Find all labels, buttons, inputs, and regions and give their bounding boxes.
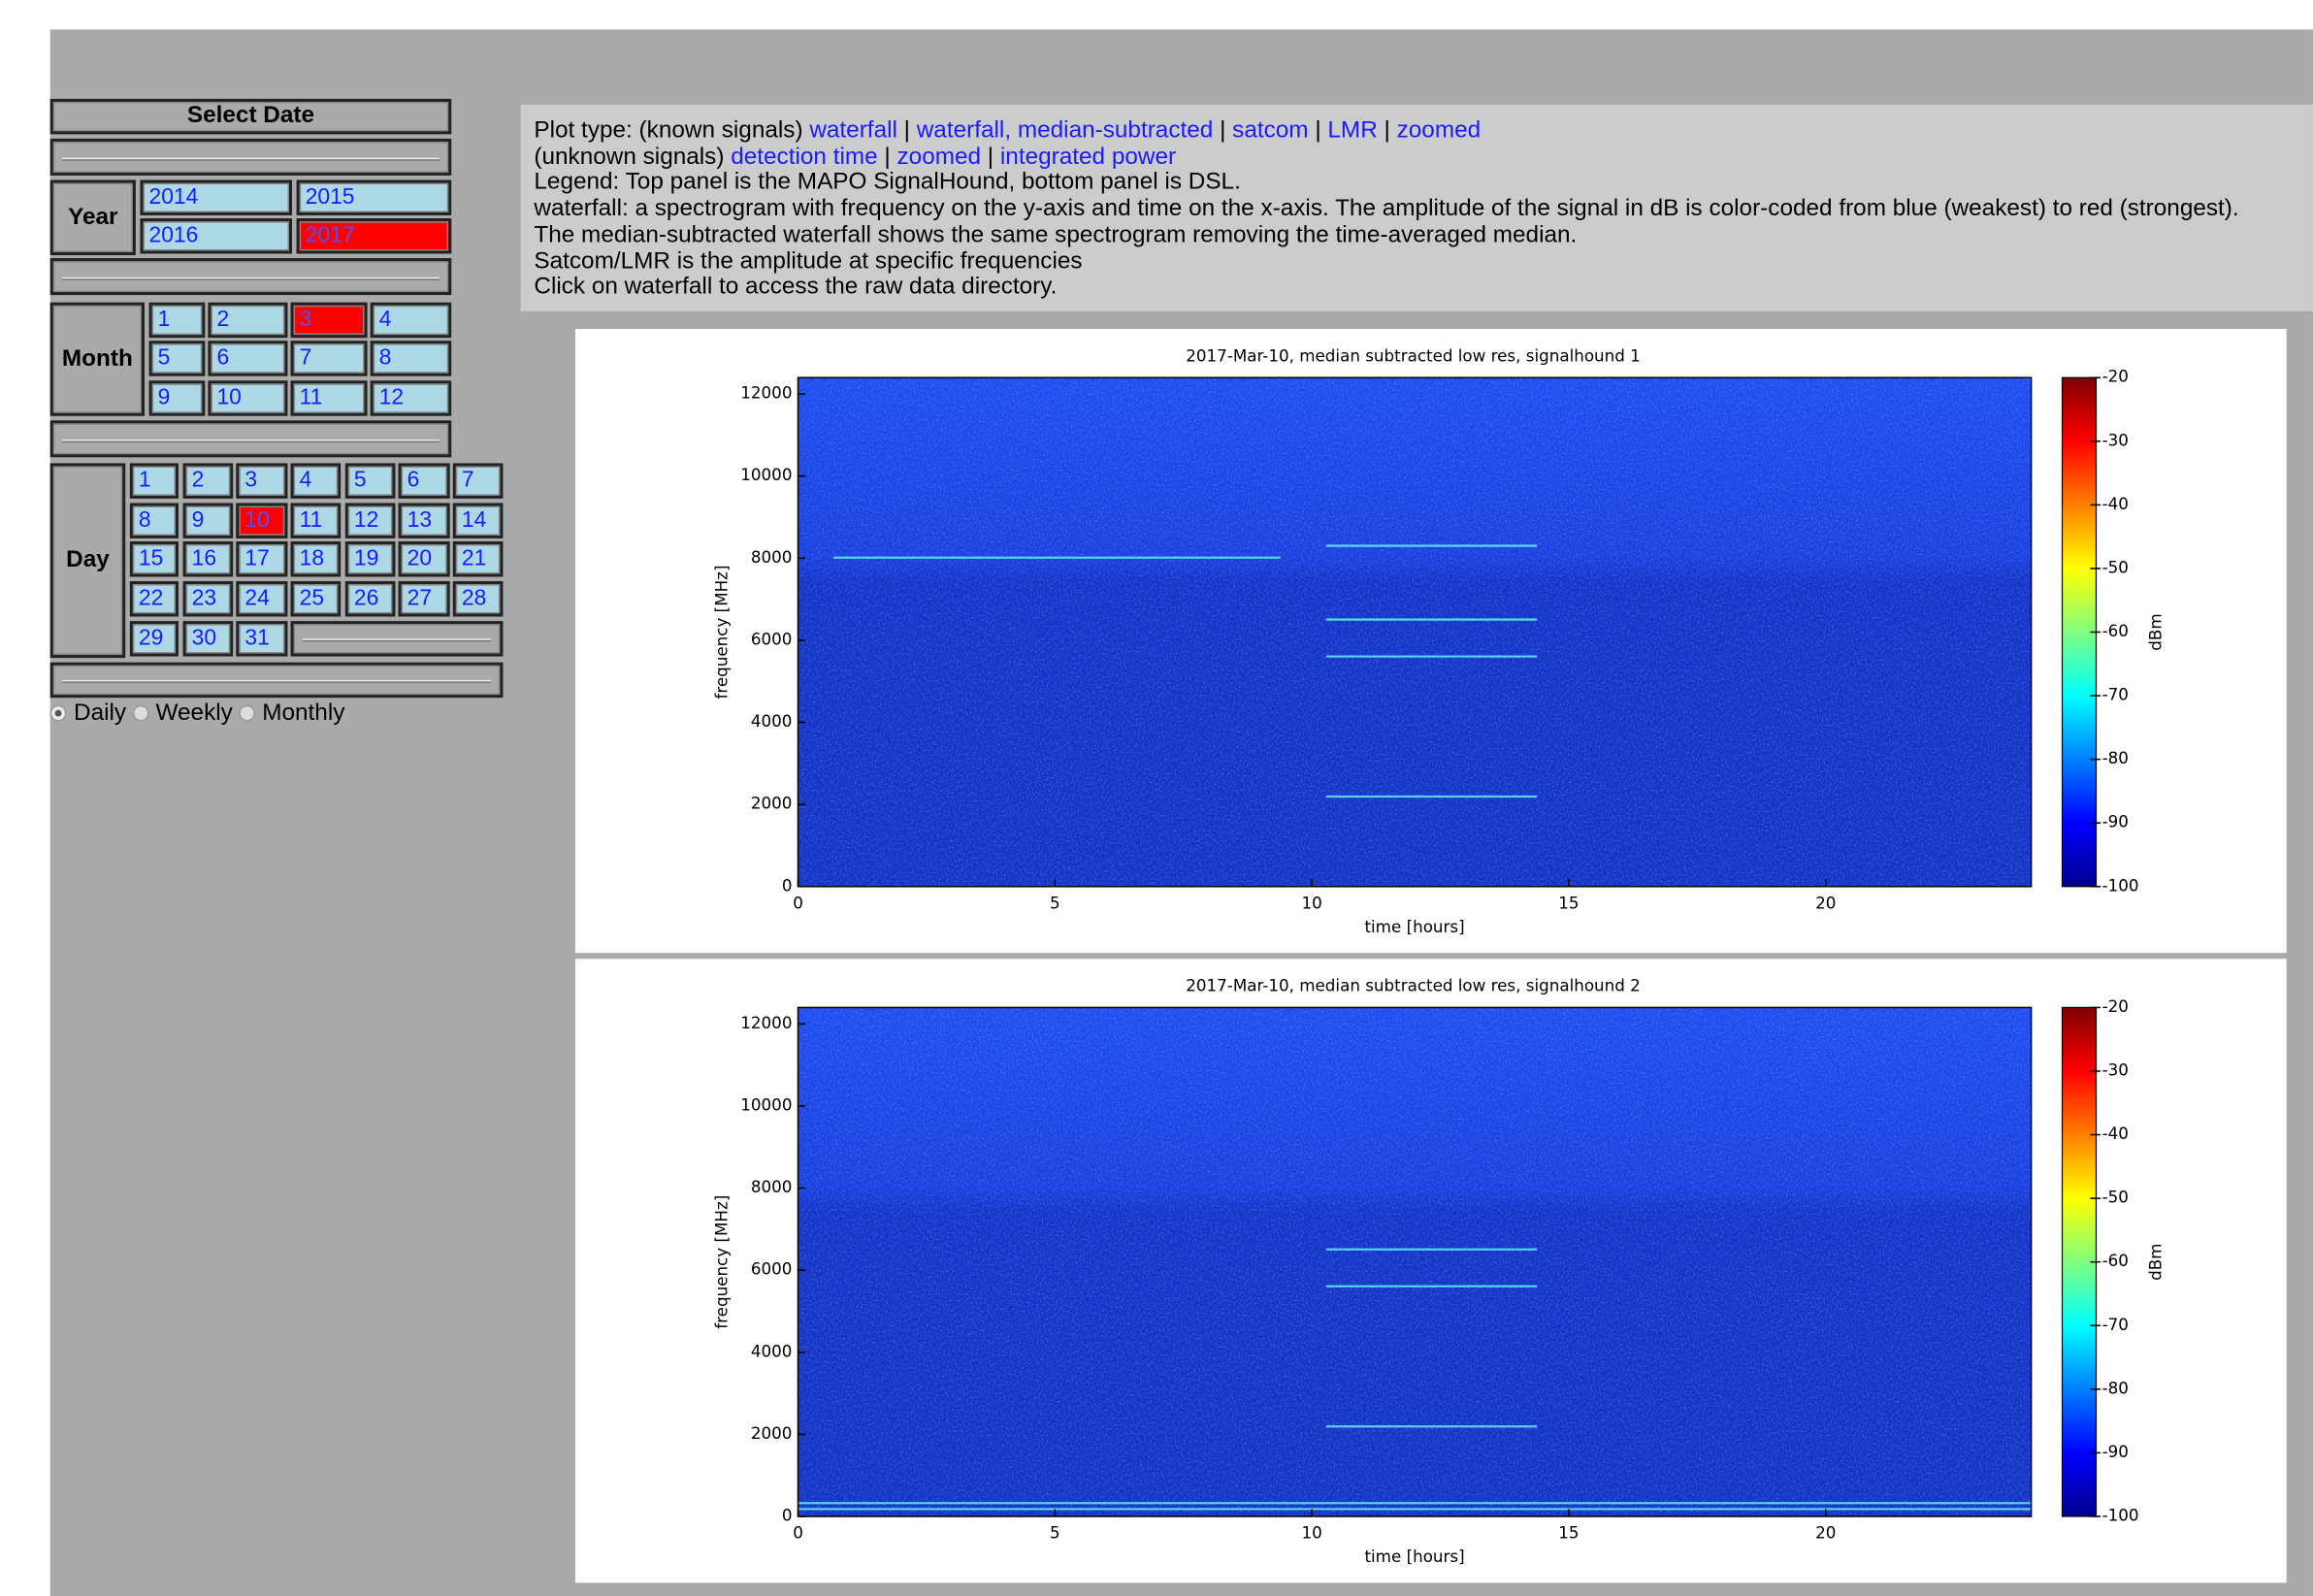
colorbar-tick-label: -60 <box>2102 621 2129 640</box>
colorbar-tick-label: -50 <box>2102 557 2129 576</box>
x-tick-label: 5 <box>1050 894 1060 913</box>
colorbar-tick-label: -30 <box>2102 430 2129 449</box>
y-tick-label: 10000 <box>740 1094 792 1114</box>
x-tick-label: 15 <box>1558 1523 1579 1543</box>
colorbar-tick-label: -20 <box>2102 996 2129 1016</box>
y-tick-label: 8000 <box>751 1177 793 1196</box>
colorbar-tick-label: -70 <box>2102 685 2129 704</box>
y-tick-label: 6000 <box>751 629 793 648</box>
x-axis-label: time [hours] <box>1364 917 1464 936</box>
colorbar-tick-label: -40 <box>2102 494 2129 513</box>
x-tick-label: 0 <box>793 1523 803 1543</box>
colorbar-tick-label: -60 <box>2102 1251 2129 1270</box>
x-tick-label: 10 <box>1302 1523 1322 1543</box>
colorbar-tick-label: -30 <box>2102 1060 2129 1080</box>
y-tick-label: 8000 <box>751 547 793 567</box>
y-tick-label: 0 <box>782 1505 793 1524</box>
colorbar-label: dBm <box>2145 613 2165 650</box>
y-axis-label: frequency [MHz] <box>711 1195 731 1329</box>
colorbar-tick-label: -20 <box>2102 367 2129 386</box>
y-tick-label: 4000 <box>751 711 793 731</box>
y-tick-label: 0 <box>782 875 793 895</box>
plot-title: 2017-Mar-10, median subtracted low res, … <box>1186 345 1641 365</box>
y-tick-label: 2000 <box>751 794 793 813</box>
plot-title: 2017-Mar-10, median subtracted low res, … <box>1186 976 1641 995</box>
x-axis-label: time [hours] <box>1364 1547 1464 1566</box>
y-tick-label: 12000 <box>740 383 792 403</box>
spectrogram-noise <box>798 377 2032 887</box>
screen: Select DateYear2014201520162017Month1234… <box>0 0 2313 1596</box>
y-tick-label: 6000 <box>751 1259 793 1279</box>
colorbar-tick-label: -50 <box>2102 1188 2129 1207</box>
colorbar-tick-label: -70 <box>2102 1315 2129 1334</box>
colorbar-tick-label: -100 <box>2102 1505 2139 1524</box>
page: Select DateYear2014201520162017Month1234… <box>0 0 2313 1596</box>
x-tick-label: 20 <box>1815 1523 1836 1543</box>
x-tick-label: 5 <box>1050 1523 1060 1543</box>
y-tick-label: 12000 <box>740 1013 792 1032</box>
colorbar-tick-label: -80 <box>2102 748 2129 767</box>
plots: 2017-Mar-10, median subtracted low res, … <box>0 0 2313 1596</box>
y-tick-label: 10000 <box>740 465 792 484</box>
colorbar-label: dBm <box>2145 1244 2165 1281</box>
spectrogram-noise <box>798 1007 2032 1516</box>
colorbar-tick-label: -90 <box>2102 1442 2129 1461</box>
colorbar-tick-label: -90 <box>2102 812 2129 831</box>
x-tick-label: 0 <box>793 894 803 913</box>
colorbar-tick-label: -100 <box>2102 875 2139 895</box>
colorbar-tick-label: -80 <box>2102 1378 2129 1397</box>
y-axis-label: frequency [MHz] <box>711 565 731 699</box>
x-tick-label: 20 <box>1815 894 1836 913</box>
colorbar-tick-label: -40 <box>2102 1124 2129 1143</box>
x-tick-label: 10 <box>1302 894 1322 913</box>
y-tick-label: 4000 <box>751 1341 793 1360</box>
y-tick-label: 2000 <box>751 1423 793 1443</box>
x-tick-label: 15 <box>1558 894 1579 913</box>
